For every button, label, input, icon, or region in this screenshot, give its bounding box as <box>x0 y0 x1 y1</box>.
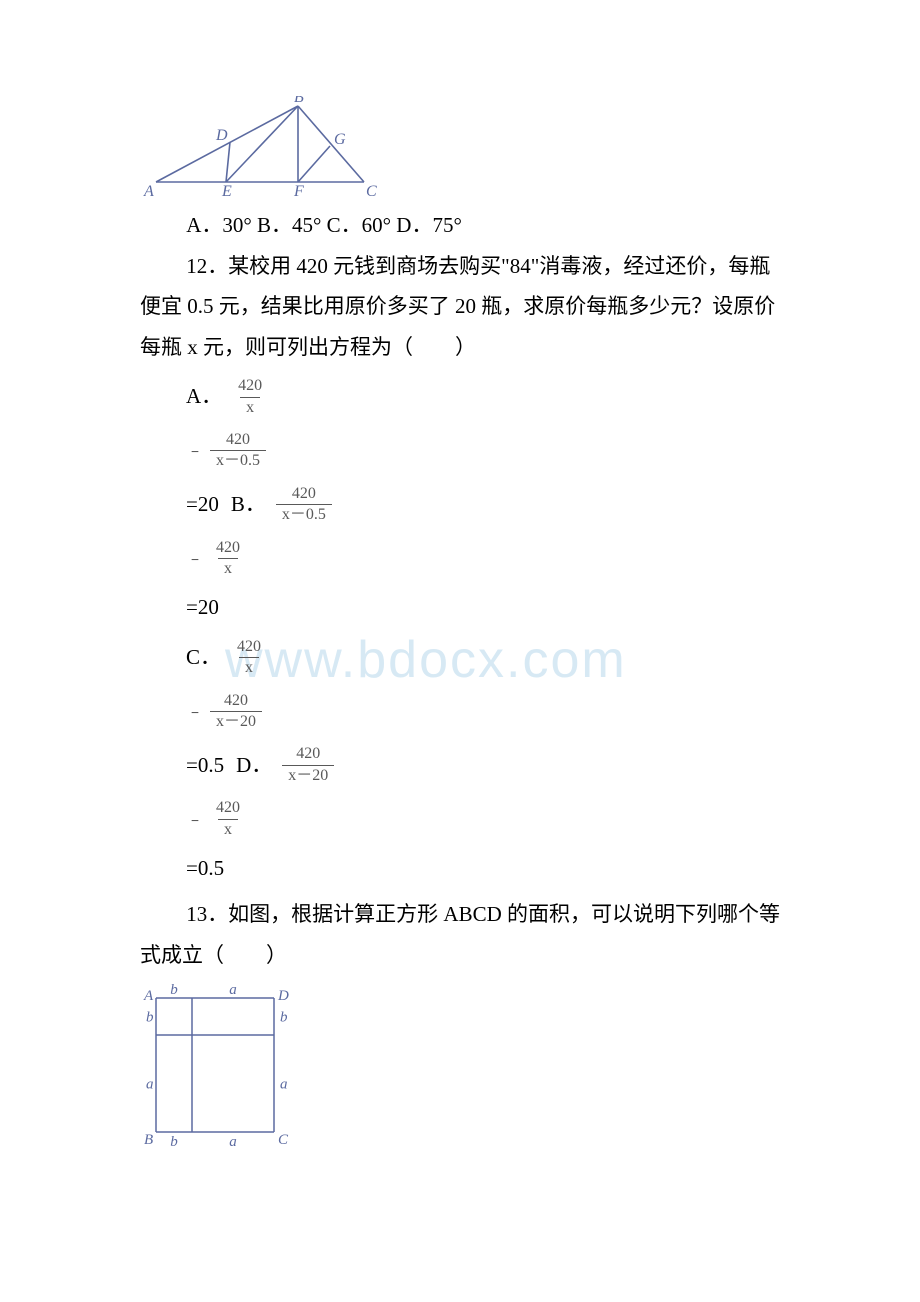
q12-options: A． 420 x ﹣ 420 x－0.5 =20 B． 420 x－0.5 ﹣ … <box>186 377 790 884</box>
fraction-num: 420 <box>218 692 254 711</box>
q13-stem-line1: 13．如图，根据计算正方形 ABCD 的面积，可以说明下列哪个等 <box>140 898 790 931</box>
fraction-den: x－0.5 <box>210 450 266 470</box>
fraction: 420 x－0.5 <box>276 485 332 525</box>
q12-option-d-part2: ﹣ 420 x <box>186 799 790 839</box>
q11-triangle-figure: A E F C B D G <box>140 96 790 201</box>
svg-text:E: E <box>221 183 232 196</box>
option-c-label: C． <box>186 642 221 674</box>
equals-value: =0.5 <box>186 750 224 782</box>
fraction-num: 420 <box>231 638 267 657</box>
svg-text:B: B <box>144 1132 153 1148</box>
q12-option-c-part1: C． 420 x <box>186 638 790 678</box>
fraction: 420 x－0.5 <box>210 431 266 471</box>
fraction-den: x <box>240 397 260 417</box>
q13-square-figure: A D B Cb a b a b a b a <box>132 980 790 1155</box>
q12-option-c-part2: ﹣ 420 x－20 <box>186 692 790 732</box>
square-svg: A D B Cb a b a b a b a <box>132 980 292 1150</box>
option-b-label: B． <box>231 489 266 521</box>
svg-text:C: C <box>366 183 377 196</box>
option-a-label: A． <box>186 381 222 413</box>
minus-sign: ﹣ <box>186 698 204 725</box>
fraction-num: 420 <box>220 431 256 450</box>
q12-option-d-eq: =0.5 <box>186 853 790 885</box>
q12-option-c-eq-d-part1: =0.5 D． 420 x－20 <box>186 745 790 785</box>
svg-text:a: a <box>229 982 237 998</box>
fraction-den: x－20 <box>210 711 262 731</box>
fraction-den: x <box>239 657 259 677</box>
equals-value: =20 <box>186 489 219 521</box>
fraction-num: 420 <box>232 377 268 396</box>
svg-text:b: b <box>170 1134 178 1150</box>
svg-text:b: b <box>146 1009 154 1025</box>
q12-option-a-eq-b-part1: =20 B． 420 x－0.5 <box>186 485 790 525</box>
svg-text:a: a <box>229 1134 237 1150</box>
fraction: 420 x <box>210 799 246 839</box>
q12-option-a-part2: ﹣ 420 x－0.5 <box>186 431 790 471</box>
minus-sign: ﹣ <box>186 806 204 833</box>
fraction: 420 x－20 <box>282 745 334 785</box>
svg-text:D: D <box>215 127 228 144</box>
equals-value: =20 <box>186 592 219 624</box>
svg-text:D: D <box>277 988 289 1004</box>
svg-text:B: B <box>294 96 304 106</box>
minus-sign: ﹣ <box>186 437 204 464</box>
svg-text:A: A <box>143 988 154 1004</box>
fraction-den: x－20 <box>282 765 334 785</box>
svg-text:G: G <box>334 131 346 148</box>
fraction-den: x <box>218 819 238 839</box>
fraction-num: 420 <box>286 485 322 504</box>
svg-text:a: a <box>280 1076 288 1092</box>
fraction-den: x <box>218 558 238 578</box>
svg-text:A: A <box>143 183 154 196</box>
svg-text:C: C <box>278 1132 289 1148</box>
minus-sign: ﹣ <box>186 545 204 572</box>
fraction: 420 x－20 <box>210 692 262 732</box>
fraction-num: 420 <box>290 745 326 764</box>
svg-text:b: b <box>170 982 178 998</box>
option-d-label: D． <box>236 750 272 782</box>
q12-option-b-eq: =20 <box>186 592 790 624</box>
q12-stem-line3: 每瓶 x 元，则可列出方程为（ ） <box>140 331 790 364</box>
triangle-svg: A E F C B D G <box>140 96 380 196</box>
svg-text:b: b <box>280 1009 288 1025</box>
fraction: 420 x <box>210 539 246 579</box>
fraction-num: 420 <box>210 539 246 558</box>
q12-option-a-part1: A． 420 x <box>186 377 790 417</box>
equals-value: =0.5 <box>186 853 224 885</box>
fraction-den: x－0.5 <box>276 504 332 524</box>
fraction: 420 x <box>232 377 268 417</box>
fraction-num: 420 <box>210 799 246 818</box>
q12-stem-line2: 便宜 0.5 元，结果比用原价多买了 20 瓶，求原价每瓶多少元？设原价 <box>140 290 790 323</box>
page-content: A E F C B D G A．30° B．45° C．60° D．75° 12．某校用 4… <box>140 96 790 1155</box>
q12-stem-line1: 12．某校用 420 元钱到商场去购买"84"消毒液，经过还价，每瓶 <box>140 250 790 283</box>
svg-text:a: a <box>146 1076 154 1092</box>
q12-option-b-part2: ﹣ 420 x <box>186 539 790 579</box>
q11-options: A．30° B．45° C．60° D．75° <box>140 209 790 242</box>
svg-text:F: F <box>293 183 304 196</box>
q13-stem-line2: 式成立（ ） <box>140 939 790 972</box>
fraction: 420 x <box>231 638 267 678</box>
